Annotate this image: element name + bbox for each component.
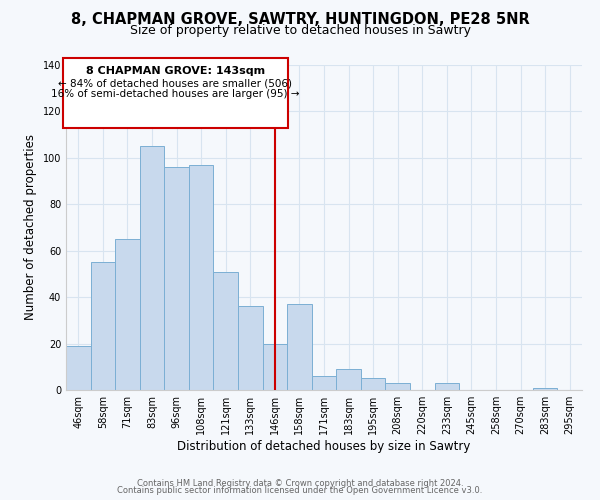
Text: Size of property relative to detached houses in Sawtry: Size of property relative to detached ho… — [130, 24, 470, 37]
Text: 16% of semi-detached houses are larger (95) →: 16% of semi-detached houses are larger (… — [51, 90, 299, 100]
Bar — [115, 239, 140, 390]
Bar — [164, 167, 189, 390]
Bar — [66, 346, 91, 390]
Bar — [189, 165, 214, 390]
Bar — [434, 383, 459, 390]
Bar — [287, 304, 312, 390]
Bar — [361, 378, 385, 390]
Bar — [336, 369, 361, 390]
Text: ← 84% of detached houses are smaller (506): ← 84% of detached houses are smaller (50… — [58, 79, 292, 89]
Text: 8 CHAPMAN GROVE: 143sqm: 8 CHAPMAN GROVE: 143sqm — [86, 66, 265, 76]
X-axis label: Distribution of detached houses by size in Sawtry: Distribution of detached houses by size … — [178, 440, 470, 453]
Bar — [140, 146, 164, 390]
Bar — [312, 376, 336, 390]
Bar — [263, 344, 287, 390]
Bar — [238, 306, 263, 390]
Text: 8, CHAPMAN GROVE, SAWTRY, HUNTINGDON, PE28 5NR: 8, CHAPMAN GROVE, SAWTRY, HUNTINGDON, PE… — [71, 12, 529, 28]
Text: Contains public sector information licensed under the Open Government Licence v3: Contains public sector information licen… — [118, 486, 482, 495]
Bar — [385, 383, 410, 390]
Bar — [533, 388, 557, 390]
Bar — [91, 262, 115, 390]
Y-axis label: Number of detached properties: Number of detached properties — [24, 134, 37, 320]
Text: Contains HM Land Registry data © Crown copyright and database right 2024.: Contains HM Land Registry data © Crown c… — [137, 478, 463, 488]
Bar — [214, 272, 238, 390]
